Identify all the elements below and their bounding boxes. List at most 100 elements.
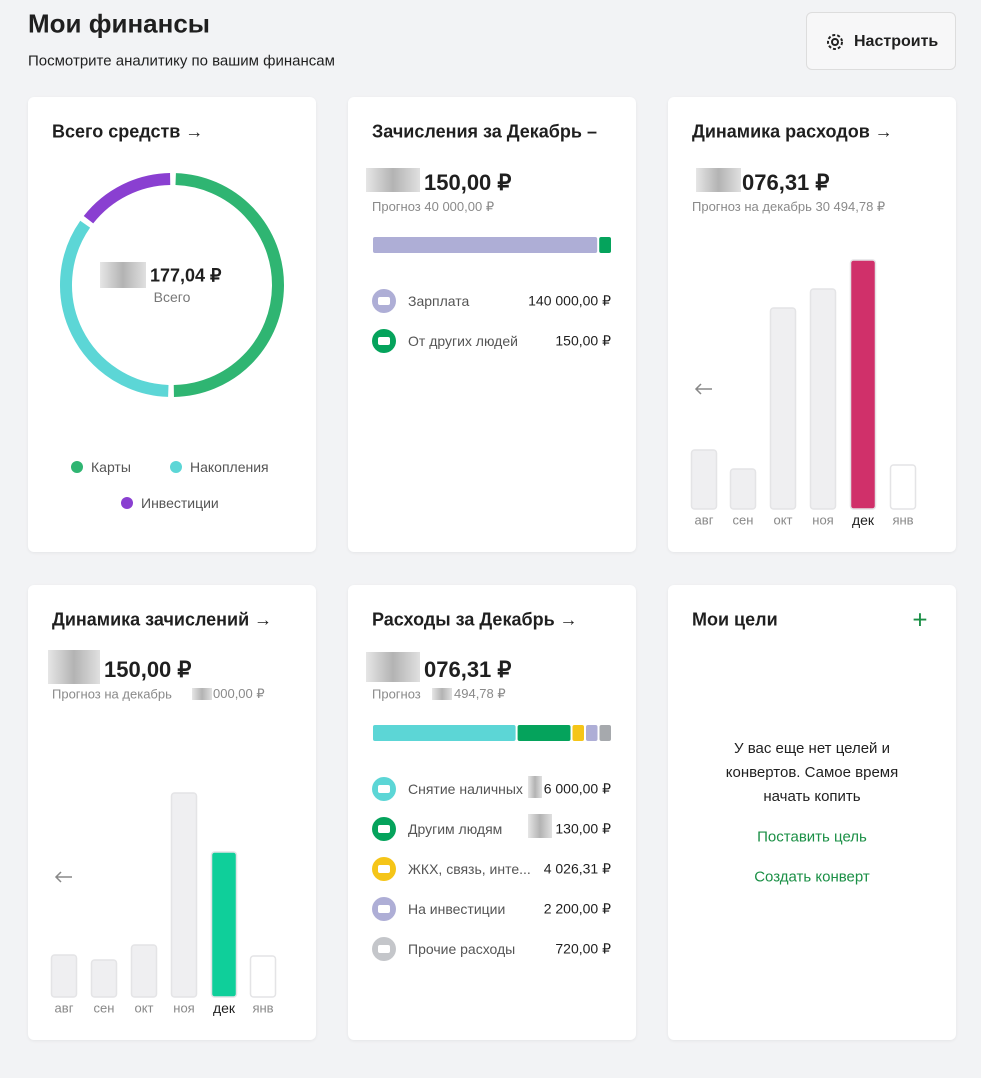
bar	[729, 468, 757, 510]
month-label: ноя	[173, 1000, 195, 1016]
add-goal[interactable]: +	[912, 604, 928, 635]
amount: 150,00 ₽	[104, 657, 192, 682]
total-amount: 177,04 ₽	[150, 265, 222, 286]
masked-digits	[432, 688, 452, 700]
item-name: ЖКХ, связь, инте...	[408, 861, 531, 877]
goal-link[interactable]: Поставить цель	[757, 828, 867, 846]
bar	[690, 449, 718, 510]
bar	[130, 944, 158, 998]
item-name: Прочие расходы	[408, 941, 516, 957]
stack-segment	[599, 725, 611, 741]
envelope-link[interactable]: Создать конверт	[754, 868, 870, 886]
month-label: окт	[773, 512, 793, 528]
month-label: окт	[134, 1000, 154, 1016]
item-icon-glyph	[378, 945, 390, 953]
forecast: Прогноз	[372, 686, 421, 702]
stack-segment	[599, 237, 611, 253]
legend-label: Карты	[91, 459, 131, 475]
legend-dot	[121, 497, 133, 509]
bar	[889, 464, 917, 510]
item-icon-glyph	[378, 865, 390, 873]
card-title: Динамика зачислений →	[52, 609, 273, 630]
item-value: 720,00 ₽	[555, 940, 611, 957]
month-label: авг	[694, 512, 714, 528]
bar	[809, 288, 837, 510]
item-icon-glyph	[378, 337, 390, 345]
month-label: янв	[892, 512, 914, 528]
item-value: 4 026,31 ₽	[543, 860, 611, 877]
item-name: На инвестиции	[408, 901, 506, 917]
forecast: Прогноз на декабрь 30 494,78 ₽	[692, 199, 886, 214]
forecast-value: 494,78 ₽	[454, 686, 506, 701]
masked-digits	[192, 688, 212, 700]
bar	[249, 955, 277, 998]
card-title: Расходы за Декабрь →	[372, 609, 578, 630]
legend-label: Накопления	[190, 459, 269, 475]
item-icon-glyph	[378, 785, 390, 793]
item-value: 150,00 ₽	[555, 332, 611, 349]
item-icon-glyph	[378, 825, 390, 833]
month-label: янв	[252, 1000, 274, 1016]
stack-segment	[586, 725, 598, 741]
goals-message: У вас еще нет целей и конвертов. Самое в…	[725, 740, 899, 805]
month-label: дек	[851, 512, 875, 528]
stack-segment	[517, 725, 571, 741]
masked-digits	[528, 814, 552, 838]
card	[668, 585, 956, 1040]
gear-icon	[827, 34, 843, 50]
bar	[170, 792, 198, 998]
card-title: Всего средств →	[52, 121, 204, 142]
month-label: ноя	[812, 512, 834, 528]
amount: 076,31 ₽	[742, 170, 830, 195]
bar	[210, 851, 238, 998]
settings-button[interactable]: Настроить	[806, 12, 956, 70]
amount: 150,00 ₽	[424, 170, 512, 195]
forecast: Прогноз 40 000,00 ₽	[372, 199, 495, 214]
total-caption: Всего	[153, 289, 191, 305]
masked-digits	[366, 652, 420, 682]
card-title: Мои цели	[692, 609, 778, 630]
item-name: От других людей	[408, 333, 518, 349]
card-title: Зачисления за Декабрь –	[372, 121, 597, 142]
item-value: 130,00 ₽	[555, 820, 611, 837]
item-name: Другим людям	[408, 821, 503, 837]
legend-dot	[170, 461, 182, 473]
back-arrow	[54, 871, 72, 883]
month-label: дек	[212, 1000, 236, 1016]
item-icon-glyph	[378, 905, 390, 913]
month-label: сен	[732, 512, 754, 528]
forecast-value: 000,00 ₽	[213, 686, 265, 701]
bar	[849, 259, 877, 510]
page-title: Мои финансы	[28, 8, 211, 39]
legend-label: Инвестиции	[141, 495, 219, 511]
donut-segment	[173, 173, 284, 397]
masked-digits	[696, 168, 741, 192]
month-label: сен	[93, 1000, 115, 1016]
masked-digits	[100, 262, 146, 288]
donut-segment	[60, 220, 169, 397]
item-icon-glyph	[378, 297, 390, 305]
card-title: Динамика расходов →	[692, 121, 893, 142]
item-name: Снятие наличных	[408, 781, 523, 797]
back-arrow	[694, 383, 712, 395]
forecast: Прогноз на декабрь	[52, 686, 172, 702]
item-value: 2 200,00 ₽	[543, 900, 611, 917]
bar	[50, 954, 78, 998]
legend-dot	[71, 461, 83, 473]
donut-segment	[83, 173, 171, 224]
page-subtitle: Посмотрите аналитику по вашим финансам	[28, 52, 335, 70]
masked-digits	[48, 650, 100, 684]
item-name: Зарплата	[408, 293, 470, 309]
month-label: авг	[54, 1000, 74, 1016]
item-value: 6 000,00 ₽	[543, 780, 611, 797]
masked-digits	[528, 776, 542, 798]
masked-digits	[366, 168, 420, 192]
amount: 076,31 ₽	[424, 657, 512, 682]
stack-segment	[373, 725, 516, 741]
stack-segment	[572, 725, 584, 741]
item-value: 140 000,00 ₽	[528, 292, 611, 309]
bar	[90, 959, 118, 998]
button-label: Настроить	[854, 33, 939, 50]
